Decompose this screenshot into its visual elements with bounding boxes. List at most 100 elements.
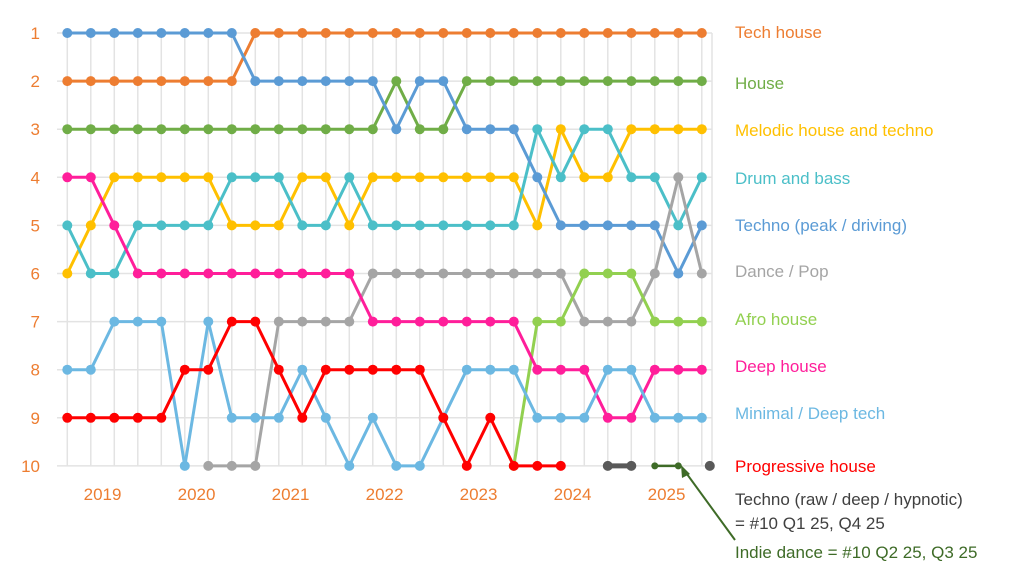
series-segment — [441, 416, 469, 468]
data-point — [320, 28, 331, 38]
data-point — [532, 124, 543, 135]
data-point — [579, 220, 590, 231]
data-point — [179, 268, 190, 279]
data-point — [132, 172, 143, 183]
data-point — [651, 462, 659, 470]
data-point — [696, 28, 707, 38]
series-segment — [418, 416, 445, 468]
data-point — [226, 28, 237, 38]
series-segment — [629, 368, 657, 420]
data-point — [414, 28, 425, 38]
series-segment — [653, 175, 680, 227]
series-lines — [62, 28, 715, 471]
data-point — [156, 220, 167, 231]
series-deep-house — [62, 172, 707, 423]
data-point — [109, 268, 120, 279]
data-point — [508, 268, 519, 279]
data-point — [85, 364, 96, 375]
y-tick-label: 1 — [31, 24, 40, 43]
y-tick-label: 3 — [31, 120, 40, 139]
data-point — [602, 172, 613, 183]
series-segment — [512, 175, 539, 227]
data-point — [273, 76, 284, 87]
data-point — [696, 268, 707, 279]
data-point — [696, 76, 707, 87]
data-point — [414, 316, 425, 327]
data-point — [555, 364, 566, 375]
x-axis-year-labels: 2019 2020 2021 2022 2023 2024 2025 — [84, 485, 686, 504]
data-point — [555, 412, 566, 423]
series-segment — [347, 175, 375, 227]
data-point — [508, 76, 519, 87]
data-point — [579, 316, 590, 327]
data-point — [391, 460, 402, 471]
data-point — [673, 268, 684, 279]
data-point — [226, 460, 237, 471]
series-segment — [676, 223, 704, 275]
annotation-techno-raw-line2: = #10 Q1 25, Q4 25 — [735, 514, 885, 533]
data-point — [297, 364, 308, 375]
data-point — [555, 28, 566, 38]
data-point — [532, 268, 543, 279]
data-point — [602, 268, 613, 279]
data-point — [367, 316, 378, 327]
data-point — [344, 460, 355, 471]
data-point — [367, 76, 378, 87]
data-point — [203, 76, 214, 87]
data-point — [297, 76, 308, 87]
data-point — [203, 460, 214, 471]
data-point — [203, 316, 214, 327]
data-point — [649, 28, 660, 38]
data-point — [344, 268, 355, 279]
data-point — [508, 28, 519, 38]
data-point — [626, 268, 637, 279]
data-point — [696, 412, 707, 423]
data-point — [579, 412, 590, 423]
series-segment — [89, 320, 116, 372]
series-segment — [347, 272, 375, 324]
series-segment — [89, 175, 116, 227]
data-point — [461, 28, 472, 38]
series-indie-dance — [651, 462, 682, 470]
x-tick-label: 2023 — [460, 485, 498, 504]
data-point — [273, 364, 284, 375]
data-point — [555, 172, 566, 183]
data-point — [109, 76, 120, 87]
data-point — [579, 268, 590, 279]
series-segment — [535, 127, 563, 179]
data-point — [273, 220, 284, 231]
data-point — [85, 76, 96, 87]
data-point — [485, 268, 496, 279]
data-point — [156, 124, 167, 135]
legend-label: Progressive house — [735, 457, 876, 476]
data-point — [673, 220, 684, 231]
data-point — [297, 28, 308, 38]
y-tick-label: 2 — [31, 72, 40, 91]
series-segment — [535, 175, 563, 227]
data-point — [649, 316, 660, 327]
data-point — [579, 172, 590, 183]
series-segment — [394, 79, 422, 131]
data-point — [673, 412, 684, 423]
y-axis-ticks: 1 2 3 4 5 6 7 8 9 10 — [21, 24, 40, 476]
x-tick-label: 2024 — [554, 485, 592, 504]
data-point — [414, 76, 425, 87]
series-segment — [65, 223, 93, 275]
data-point — [273, 124, 284, 135]
data-point — [579, 364, 590, 375]
data-point — [344, 364, 355, 375]
data-point — [438, 124, 449, 135]
series-segment — [653, 223, 680, 275]
data-point — [461, 316, 472, 327]
data-point — [62, 412, 73, 423]
y-tick-label: 10 — [21, 457, 40, 476]
data-point — [62, 220, 73, 231]
data-point — [226, 124, 237, 135]
data-point — [226, 268, 237, 279]
data-point — [132, 76, 143, 87]
data-point — [532, 220, 543, 231]
data-point — [320, 364, 331, 375]
data-point — [414, 124, 425, 135]
data-point — [649, 124, 660, 135]
data-point — [250, 124, 261, 135]
